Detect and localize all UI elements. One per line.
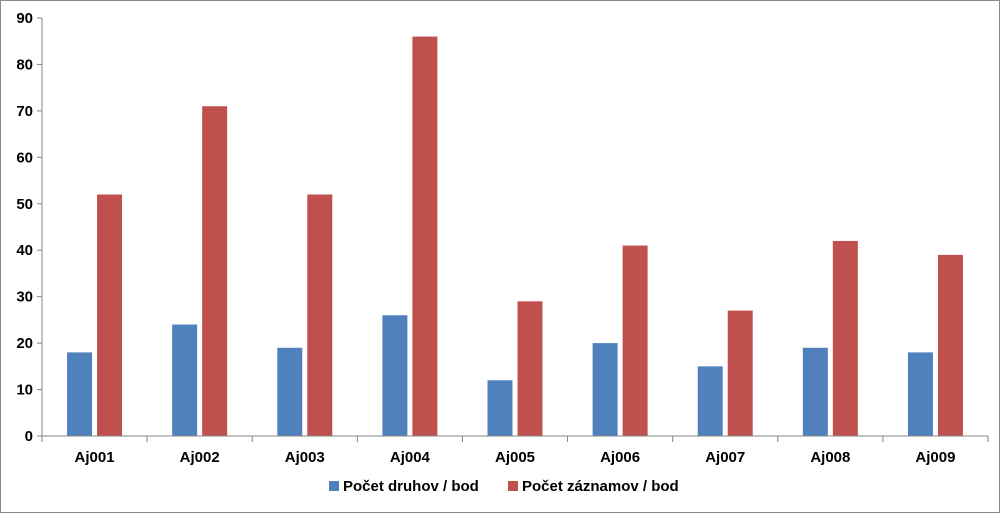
- legend-swatch: [508, 481, 518, 491]
- x-category-label: Aj003: [285, 449, 325, 466]
- x-category-label: Aj005: [495, 449, 535, 466]
- bar-pocet-zaznamov-aj004: [412, 36, 438, 436]
- bar-pocet-druhov-aj007: [697, 366, 723, 436]
- bar-pocet-zaznamov-aj009: [937, 254, 963, 436]
- bar-pocet-druhov-aj006: [592, 343, 618, 436]
- x-category-label: Aj006: [600, 449, 640, 466]
- y-tick-label: 20: [16, 335, 33, 352]
- bar-pocet-druhov-aj008: [802, 347, 828, 436]
- y-tick-label: 90: [16, 10, 33, 27]
- bar-pocet-zaznamov-aj003: [307, 194, 333, 436]
- x-category-label: Aj008: [810, 449, 850, 466]
- y-axis-ticks: 0 10 20 30 40 50 60 70 80 90: [16, 10, 42, 445]
- x-category-label: Aj002: [180, 449, 220, 466]
- y-tick-label: 0: [25, 428, 33, 445]
- y-tick-label: 50: [16, 196, 33, 213]
- legend: Počet druhov / bod Počet záznamov / bod: [329, 478, 679, 495]
- bars: [67, 36, 963, 436]
- bar-pocet-druhov-aj004: [382, 315, 408, 436]
- legend-label: Počet záznamov / bod: [522, 478, 679, 495]
- legend-label: Počet druhov / bod: [343, 478, 479, 495]
- bar-pocet-zaznamov-aj007: [727, 310, 753, 436]
- y-tick-label: 80: [16, 56, 33, 73]
- bar-pocet-zaznamov-aj008: [832, 240, 858, 436]
- x-category-label: Aj004: [390, 449, 431, 466]
- legend-swatch: [329, 481, 339, 491]
- y-tick-label: 60: [16, 149, 33, 166]
- bar-pocet-druhov-aj009: [907, 352, 933, 436]
- x-category-label: Aj009: [915, 449, 955, 466]
- bar-pocet-druhov-aj001: [67, 352, 93, 436]
- bar-pocet-zaznamov-aj001: [97, 194, 123, 436]
- x-category-label: Aj001: [75, 449, 115, 466]
- y-tick-label: 70: [16, 103, 33, 120]
- y-tick-label: 30: [16, 289, 33, 306]
- bar-pocet-druhov-aj002: [172, 324, 198, 436]
- y-tick-label: 10: [16, 382, 33, 399]
- bar-pocet-druhov-aj005: [487, 380, 513, 436]
- bar-pocet-zaznamov-aj006: [622, 245, 648, 436]
- y-tick-label: 40: [16, 242, 33, 259]
- x-category-label: Aj007: [705, 449, 745, 466]
- bar-pocet-zaznamov-aj002: [202, 106, 228, 436]
- x-axis-ticks: Aj001 Aj002 Aj003 Aj004 Aj005 Aj006 Aj007 Aj008…: [41, 436, 989, 466]
- bar-pocet-zaznamov-aj005: [517, 301, 543, 436]
- bar-pocet-druhov-aj003: [277, 347, 303, 436]
